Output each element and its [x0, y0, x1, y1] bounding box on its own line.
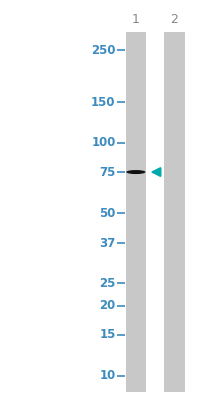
Text: 50: 50: [99, 206, 115, 220]
Bar: [163, 32, 184, 392]
Text: 250: 250: [91, 44, 115, 57]
Text: 20: 20: [99, 299, 115, 312]
Ellipse shape: [126, 170, 145, 174]
Text: 37: 37: [99, 237, 115, 250]
Text: 25: 25: [99, 276, 115, 290]
Text: 1: 1: [131, 13, 139, 26]
Text: 100: 100: [91, 136, 115, 150]
Text: 2: 2: [170, 13, 178, 26]
Text: 10: 10: [99, 369, 115, 382]
Text: 150: 150: [91, 96, 115, 108]
Text: 15: 15: [99, 328, 115, 341]
Bar: [125, 32, 145, 392]
Text: 75: 75: [99, 166, 115, 178]
